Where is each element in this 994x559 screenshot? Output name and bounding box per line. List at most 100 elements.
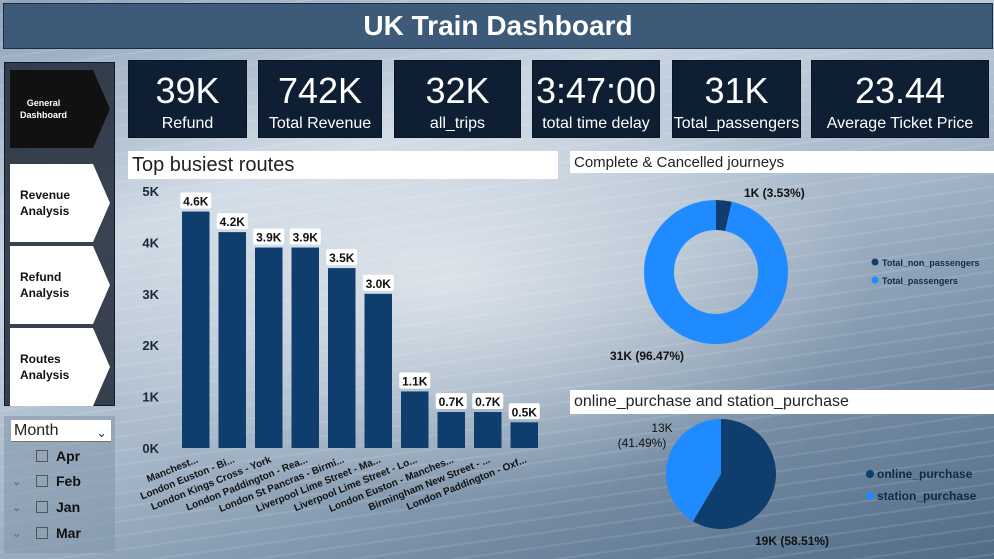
kpi-value: 23.44 (854, 70, 946, 111)
data-label: 3.9K (293, 231, 319, 245)
legend-label: Total_non_passengers (882, 258, 979, 268)
pie-label-online: 19K (58.51%) (755, 534, 829, 548)
month-option-label: Mar (56, 525, 81, 541)
kpi-card-all-trips: 32K all_trips (394, 60, 521, 138)
legend-marker (866, 492, 874, 500)
bar[interactable] (401, 391, 429, 448)
legend-label: Total_passengers (882, 276, 958, 286)
legend-marker (871, 258, 879, 266)
data-label: 0.7K (439, 395, 465, 409)
nav-label: General Dashboard (20, 97, 68, 120)
donut-chart-title: Complete & Cancelled journeys (570, 151, 994, 173)
donut-slice[interactable] (644, 200, 788, 344)
kpi-label: Total_passengers (673, 115, 800, 132)
kpi-label: Average Ticket Price (826, 115, 974, 132)
expand-icon: ⌄ (12, 501, 22, 514)
data-label-bg (362, 274, 394, 291)
data-label: 4.2K (220, 215, 246, 229)
pie-chart-title: online_purchase and station_purchase (570, 390, 994, 414)
bar-chart-title: Top busiest routes (128, 151, 558, 179)
data-label-bg (472, 393, 504, 410)
bar[interactable] (328, 268, 356, 448)
bar[interactable] (291, 247, 320, 448)
y-tick-label: 5K (142, 184, 159, 199)
chevron-down-icon[interactable]: ⌄ (96, 425, 107, 440)
data-label: 3.5K (329, 251, 355, 265)
donut-label-minor: 1K (3.53%) (744, 186, 805, 200)
month-slicer: Month ⌄ Apr ⌄ Feb ⌄ Jan ⌄ Mar (4, 416, 115, 553)
nav-general-dashboard[interactable]: General Dashboard (10, 70, 110, 148)
y-tick-label: 4K (142, 235, 159, 250)
bar[interactable] (510, 422, 539, 448)
month-option-label: Apr (56, 448, 81, 464)
month-option[interactable]: ⌄ Jan (12, 497, 80, 517)
pie-slice[interactable] (692, 419, 776, 529)
pie-chart-title-text: online_purchase and station_purchase (574, 393, 849, 410)
legend-marker (871, 276, 879, 284)
nav-routes-analysis[interactable]: Routes Analysis (10, 328, 110, 406)
expand-icon: ⌄ (12, 475, 22, 488)
kpi-label: Total Revenue (268, 115, 372, 132)
checkbox[interactable] (36, 475, 48, 487)
kpi-label: Refund (161, 115, 214, 132)
bar[interactable] (182, 211, 210, 448)
pie-label-station-pct: (41.49%) (618, 436, 667, 450)
donut-chart-title-text: Complete & Cancelled journeys (574, 153, 785, 171)
kpi-card-average-ticket-price: 23.44 Average Ticket Price (811, 60, 989, 138)
nav-refund-analysis[interactable]: Refund Analysis (10, 246, 110, 324)
data-label-bg (326, 249, 358, 266)
kpi-card-total-revenue: 742K Total Revenue (258, 60, 382, 138)
nav-label: Routes Analysis (20, 351, 70, 382)
checkbox[interactable] (36, 450, 48, 462)
bar[interactable] (437, 412, 466, 448)
legend-label: online_purchase (877, 467, 973, 481)
checkbox[interactable] (36, 527, 48, 539)
month-option[interactable]: ⌄ Feb (12, 471, 81, 491)
kpi-card-refund: 39K Refund (128, 60, 247, 138)
nav-label: Refund Analysis (20, 269, 70, 300)
bar[interactable] (255, 247, 283, 448)
kpi-card-total-passengers: 31K Total_passengers (672, 60, 801, 138)
data-label: 4.6K (183, 195, 209, 209)
bar[interactable] (218, 232, 247, 448)
checkbox[interactable] (36, 501, 48, 513)
kpi-label: total time delay (542, 115, 650, 132)
kpi-card-total-time-delay: 3:47:00 total time delay (532, 60, 660, 138)
nav-revenue-analysis[interactable]: Revenue Analysis (10, 164, 110, 242)
pie-chart: 19K (58.51%) 13K(41.49%) online_purchasest… (618, 419, 977, 548)
y-tick-label: 0K (142, 441, 159, 456)
nav-panel: General Dashboard Revenue Analysis Refun… (4, 62, 115, 406)
kpi-value: 3:47:00 (535, 70, 657, 111)
kpi-value: 742K (277, 70, 363, 111)
data-label-bg (216, 213, 248, 230)
kpi-value: 39K (155, 70, 220, 111)
kpi-label: all_trips (429, 115, 486, 132)
page-title: UK Train Dashboard (363, 10, 633, 41)
month-slicer-title: Month (14, 422, 59, 439)
pie-label-station-value: 13K (651, 421, 672, 435)
data-label: 1.1K (402, 374, 428, 388)
data-label-bg (289, 228, 321, 245)
bar[interactable] (474, 412, 502, 448)
data-label: 3.9K (256, 231, 282, 245)
expand-icon: ⌄ (12, 527, 22, 540)
month-slicer-header[interactable]: Month ⌄ (11, 420, 111, 442)
data-label-bg (399, 372, 431, 389)
data-label: 0.7K (475, 395, 501, 409)
kpi-value: 32K (425, 70, 490, 111)
month-option[interactable]: Apr (12, 446, 80, 466)
bar-chart-title-text: Top busiest routes (132, 153, 295, 176)
y-tick-label: 1K (142, 390, 159, 405)
legend-label: station_purchase (877, 489, 977, 503)
pie-slice[interactable] (666, 419, 721, 522)
data-label-bg (508, 403, 540, 420)
data-label-bg (180, 192, 212, 209)
donut-chart: 1K (3.53%) 31K (96.47%) Total_non_passenge… (610, 186, 979, 363)
donut-label-major: 31K (96.47%) (610, 349, 684, 363)
data-label-bg (435, 393, 467, 410)
bar[interactable] (364, 293, 393, 448)
month-option[interactable]: ⌄ Mar (12, 523, 81, 543)
data-label-bg (253, 228, 285, 245)
nav-label: Revenue Analysis (20, 187, 71, 218)
